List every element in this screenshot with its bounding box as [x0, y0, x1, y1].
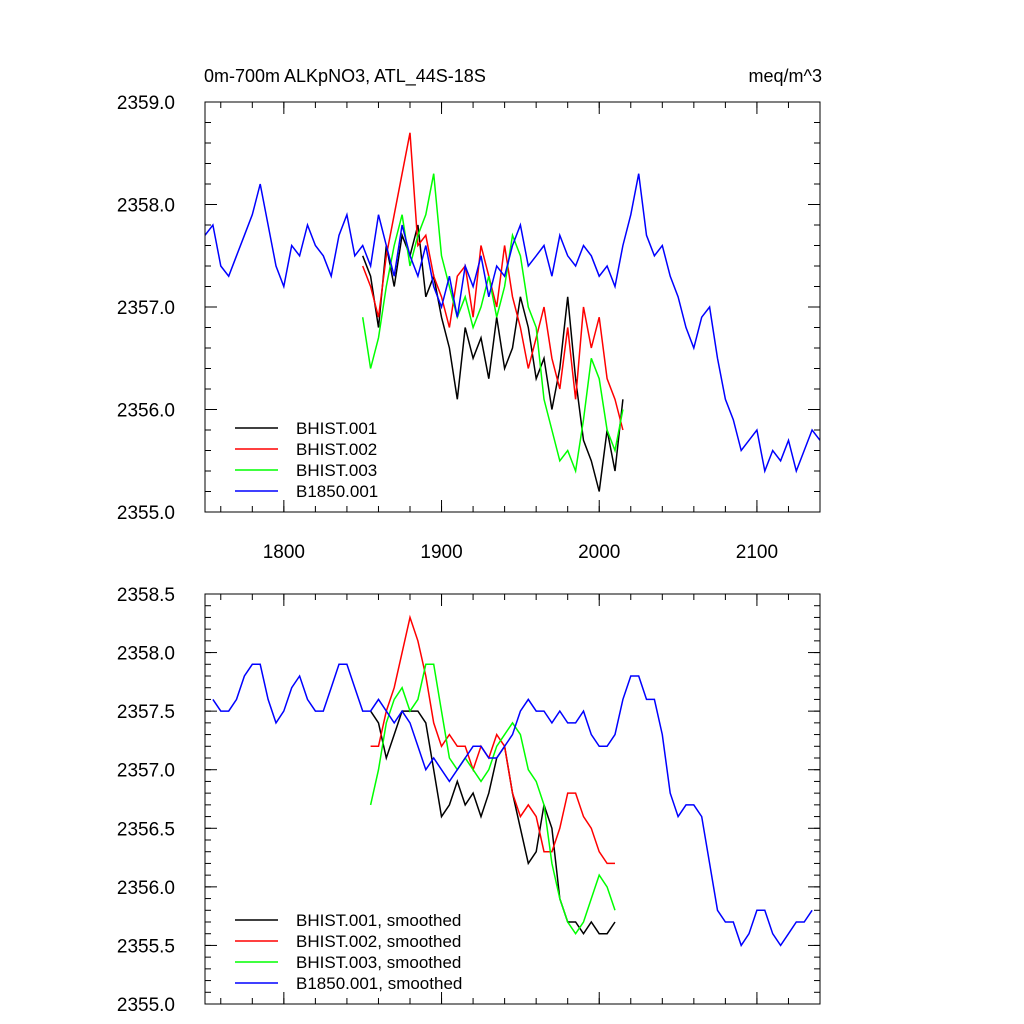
- top-legend: BHIST.001 BHIST.002 BHIST.003 B1850.001: [235, 419, 378, 501]
- y-tick-label: 2356.0: [117, 878, 175, 899]
- bottom-axis-ticks: 2355.0 2355.5 2356.0 2356.5 2357.0 2357.5 2358…: [117, 585, 821, 1016]
- y-tick-label: 2358.0: [117, 644, 175, 665]
- legend-entry: BHIST.003, smoothed: [296, 953, 461, 972]
- legend-entry: BHIST.002: [296, 440, 377, 459]
- series-line-0: [369, 710, 616, 936]
- y-tick-label: 2355.0: [117, 503, 175, 524]
- x-tick-label: 2000: [578, 542, 620, 563]
- bottom-plot-lines: [212, 614, 813, 948]
- series-line-0: [362, 224, 624, 492]
- bottom-legend: BHIST.001, smoothed BHIST.002, smoothed BH…: [235, 911, 462, 993]
- y-tick-label: 2358.0: [117, 196, 175, 217]
- y-tick-label: 2355.0: [117, 995, 175, 1016]
- legend-entry: B1850.001, smoothed: [296, 974, 462, 993]
- y-tick-label: 2356.0: [117, 401, 175, 422]
- series-line-1: [370, 614, 615, 865]
- top-panel: 0m-700m ALKpNO3, ATL_44S-18S meq/m^3 235…: [117, 66, 822, 563]
- series-line-3: [212, 663, 813, 948]
- y-tick-label: 2356.5: [117, 819, 175, 840]
- y-tick-label: 2359.0: [117, 93, 175, 114]
- bottom-plot-frame: [204, 593, 821, 1005]
- top-panel-title: 0m-700m ALKpNO3, ATL_44S-18S: [204, 66, 486, 87]
- legend-entry: BHIST.001, smoothed: [296, 911, 461, 930]
- y-tick-label: 2355.5: [117, 936, 175, 957]
- series-line-1: [362, 132, 624, 431]
- series-line-3: [204, 173, 821, 474]
- x-tick-label: 2100: [736, 542, 778, 563]
- top-plot-lines: [204, 132, 821, 492]
- y-tick-label: 2357.5: [117, 702, 175, 723]
- x-tick-label: 1900: [420, 542, 462, 563]
- legend-entry: BHIST.002, smoothed: [296, 932, 461, 951]
- y-tick-label: 2357.0: [117, 761, 175, 782]
- top-panel-units: meq/m^3: [749, 66, 822, 86]
- y-tick-label: 2358.5: [117, 585, 175, 606]
- y-tick-label: 2357.0: [117, 298, 175, 319]
- series-line-2: [361, 173, 624, 474]
- bottom-panel: 2355.0 2355.5 2356.0 2356.5 2357.0 2357.5 2358…: [117, 585, 821, 1016]
- legend-entry: B1850.001: [296, 482, 378, 501]
- top-axis-ticks: 2355.0 2356.0 2357.0 2358.0 2359.0 1800 1900 20…: [117, 93, 821, 563]
- legend-entry: BHIST.003: [296, 461, 377, 480]
- x-tick-label: 1800: [263, 542, 305, 563]
- legend-entry: BHIST.001: [296, 419, 377, 438]
